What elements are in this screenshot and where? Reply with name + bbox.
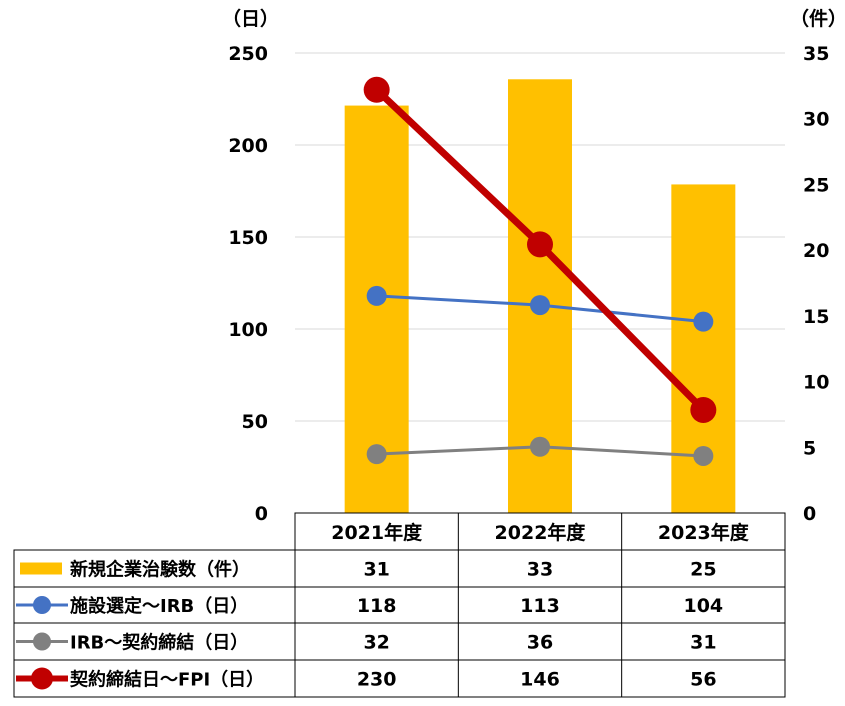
right-axis-tick-label: 35	[803, 43, 829, 65]
left-axis-tick-label: 150	[228, 227, 268, 249]
left-axis-tick-label: 100	[228, 319, 268, 341]
line-series	[363, 76, 717, 466]
series-point	[363, 76, 390, 103]
table-value: 113	[520, 595, 560, 617]
right-axis-tick-label: 0	[803, 503, 816, 525]
series-point	[693, 311, 714, 332]
right-axis-tick-label: 25	[803, 174, 829, 196]
legend-label: IRB～契約締結（日）	[70, 632, 248, 654]
table-value: 146	[520, 669, 560, 691]
left-axis-tick-label: 200	[228, 135, 268, 157]
table-value: 104	[683, 595, 723, 617]
series-point	[366, 444, 387, 465]
table-value: 25	[690, 559, 716, 581]
legend-label: 新規企業治験数（件）	[70, 559, 250, 581]
axes: 0 50 100 150 200 250 （日） 0 5 10 15 20 25 30 35 （件）	[222, 7, 845, 525]
legend-marker	[33, 596, 51, 614]
left-axis-tick-label: 50	[242, 411, 268, 433]
legend-label: 契約締結日～FPI（日）	[69, 669, 264, 691]
series-point	[530, 436, 550, 457]
legend-label: 施設選定～IRB（日）	[70, 595, 248, 617]
legend-marker	[31, 667, 53, 690]
legend-marker	[33, 632, 51, 651]
table-value: 230	[357, 669, 397, 691]
right-axis-tick-label: 10	[803, 372, 829, 394]
table-value: 118	[357, 595, 397, 617]
legend-swatch	[20, 562, 62, 575]
category-label: 2021年度	[331, 521, 423, 544]
series-point	[693, 445, 714, 466]
table-value: 56	[690, 669, 716, 691]
right-axis-tick-label: 20	[803, 240, 829, 262]
series-point	[527, 231, 553, 258]
table-value: 31	[363, 559, 389, 581]
series-point	[690, 396, 717, 423]
table-value: 31	[690, 632, 716, 654]
left-axis-tick-label: 0	[255, 503, 268, 525]
right-axis-tick-label: 15	[803, 306, 829, 328]
right-axis-tick-label: 5	[803, 437, 816, 459]
table-value: 33	[527, 559, 553, 581]
left-axis-tick-label: 250	[228, 43, 268, 65]
right-axis-unit: （件）	[790, 7, 845, 30]
category-label: 2023年度	[658, 521, 750, 544]
table-value: 36	[527, 632, 553, 654]
right-axis-tick-label: 30	[803, 109, 829, 131]
table-value: 32	[363, 632, 389, 654]
series-point	[366, 285, 387, 306]
series-point	[530, 295, 550, 316]
left-axis-unit: （日）	[222, 7, 279, 30]
category-label: 2022年度	[495, 521, 587, 544]
